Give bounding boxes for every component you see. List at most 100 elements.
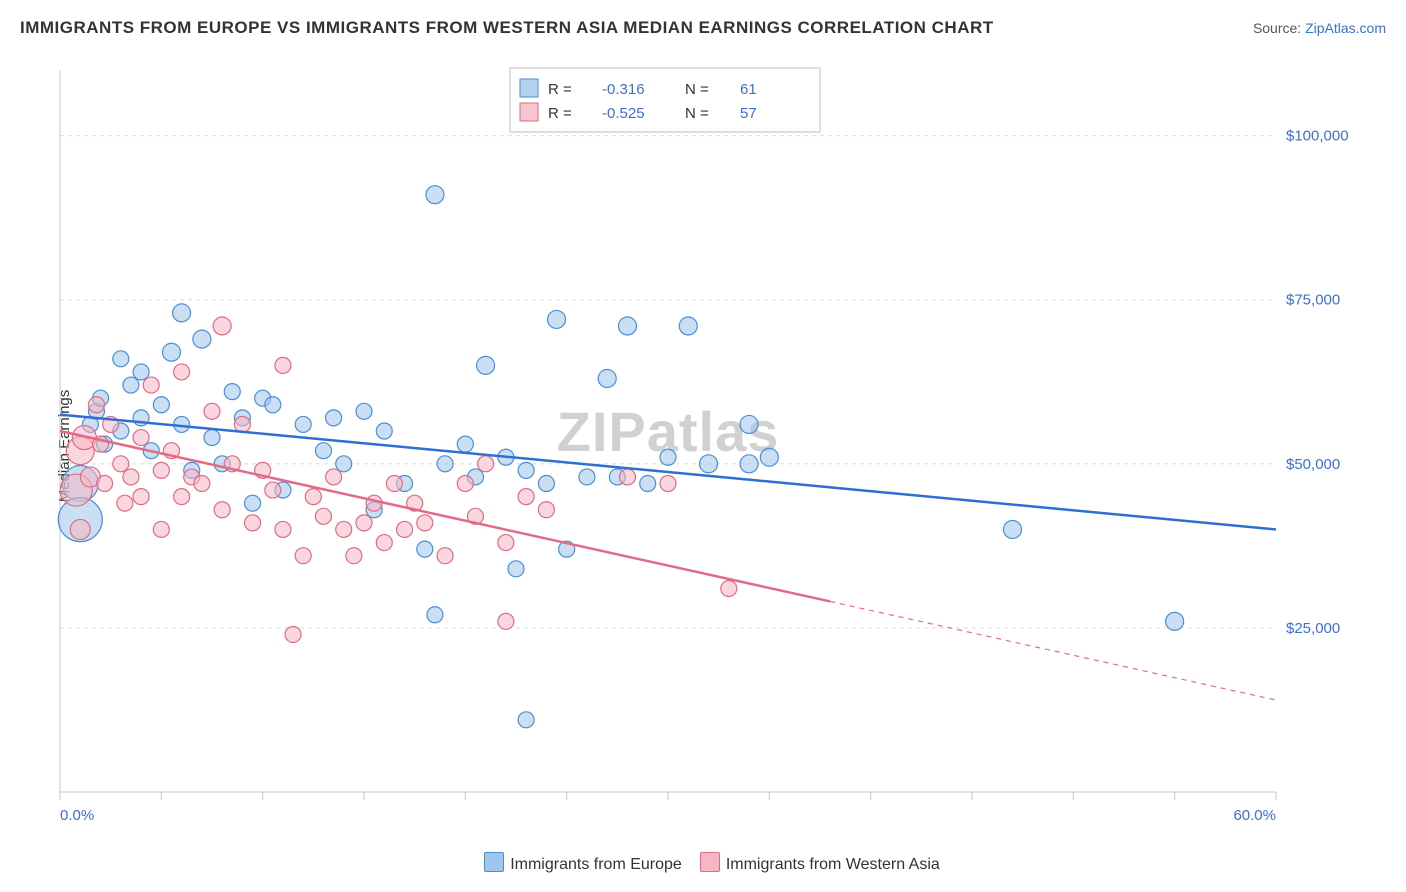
scatter-point [265,482,281,498]
legend-r-label: R = [548,81,572,98]
scatter-point [113,456,129,472]
legend-label: Immigrants from Western Asia [726,856,940,873]
scatter-point [498,535,514,551]
scatter-point [538,502,554,518]
scatter-point [97,476,113,492]
legend-n-value: 57 [740,105,757,122]
scatter-point [326,469,342,485]
scatter-point [437,548,453,564]
scatter-point [214,502,230,518]
scatter-point [1004,520,1022,538]
scatter-point [173,304,191,322]
scatter-point [305,489,321,505]
scatter-point [245,515,261,531]
scatter-point [397,521,413,537]
bottom-legend: Immigrants from Europe Immigrants from We… [0,852,1406,874]
scatter-point [426,186,444,204]
chart-svg: $25,000$50,000$75,000$100,0000.0%60.0%ZI… [50,60,1376,832]
x-tick-label: 60.0% [1233,807,1276,824]
scatter-point [366,495,382,511]
scatter-point [356,515,372,531]
scatter-point [660,449,676,465]
trend-line-extrapolated [830,601,1276,700]
top-legend-box [510,68,820,132]
scatter-point [386,476,402,492]
source-prefix: Source: [1253,20,1305,36]
scatter-point [204,403,220,419]
y-tick-label: $75,000 [1286,292,1340,309]
scatter-point [457,436,473,452]
source-credit: Source: ZipAtlas.com [1253,20,1386,36]
scatter-point [295,548,311,564]
scatter-point [740,455,758,473]
scatter-point [417,515,433,531]
legend-n-value: 61 [740,81,757,98]
scatter-point [740,415,758,433]
scatter-point [760,448,778,466]
scatter-point [346,548,362,564]
scatter-point [143,377,159,393]
scatter-point [427,607,443,623]
scatter-point [376,423,392,439]
scatter-point [224,384,240,400]
scatter-point [265,397,281,413]
scatter-point [376,535,392,551]
scatter-point [193,330,211,348]
scatter-point [153,397,169,413]
scatter-point [598,369,616,387]
scatter-point [679,317,697,335]
legend-swatch [520,103,538,121]
scatter-point [275,521,291,537]
scatter-point [213,317,231,335]
plot-area: $25,000$50,000$75,000$100,0000.0%60.0%ZI… [50,60,1376,832]
scatter-point [315,443,331,459]
scatter-point [70,519,90,539]
scatter-point [508,561,524,577]
scatter-point [174,364,190,380]
legend-r-label: R = [548,105,572,122]
scatter-point [326,410,342,426]
scatter-point [618,317,636,335]
scatter-point [336,456,352,472]
scatter-point [117,495,133,511]
scatter-point [133,430,149,446]
scatter-point [295,416,311,432]
scatter-point [162,343,180,361]
scatter-point [133,489,149,505]
scatter-point [640,476,656,492]
scatter-point [518,712,534,728]
scatter-point [194,476,210,492]
scatter-point [538,476,554,492]
scatter-point [88,397,104,413]
scatter-point [123,377,139,393]
scatter-point [518,462,534,478]
y-tick-label: $50,000 [1286,456,1340,473]
legend-r-value: -0.525 [602,105,645,122]
scatter-point [153,462,169,478]
scatter-point [579,469,595,485]
scatter-point [417,541,433,557]
scatter-point [478,456,494,472]
scatter-point [285,626,301,642]
y-tick-label: $25,000 [1286,620,1340,637]
scatter-point [336,521,352,537]
legend-label: Immigrants from Europe [510,856,682,873]
scatter-point [245,495,261,511]
source-link[interactable]: ZipAtlas.com [1305,20,1386,36]
scatter-point [174,489,190,505]
legend-swatch [520,79,538,97]
legend-swatch [484,852,504,872]
scatter-point [113,351,129,367]
scatter-point [498,613,514,629]
chart-title: IMMIGRANTS FROM EUROPE VS IMMIGRANTS FRO… [20,18,994,37]
scatter-point [700,455,718,473]
scatter-point [123,469,139,485]
scatter-point [356,403,372,419]
y-tick-label: $100,000 [1286,128,1349,145]
x-tick-label: 0.0% [60,807,94,824]
scatter-point [153,521,169,537]
scatter-point [204,430,220,446]
scatter-point [477,356,495,374]
scatter-point [457,476,473,492]
scatter-point [548,310,566,328]
